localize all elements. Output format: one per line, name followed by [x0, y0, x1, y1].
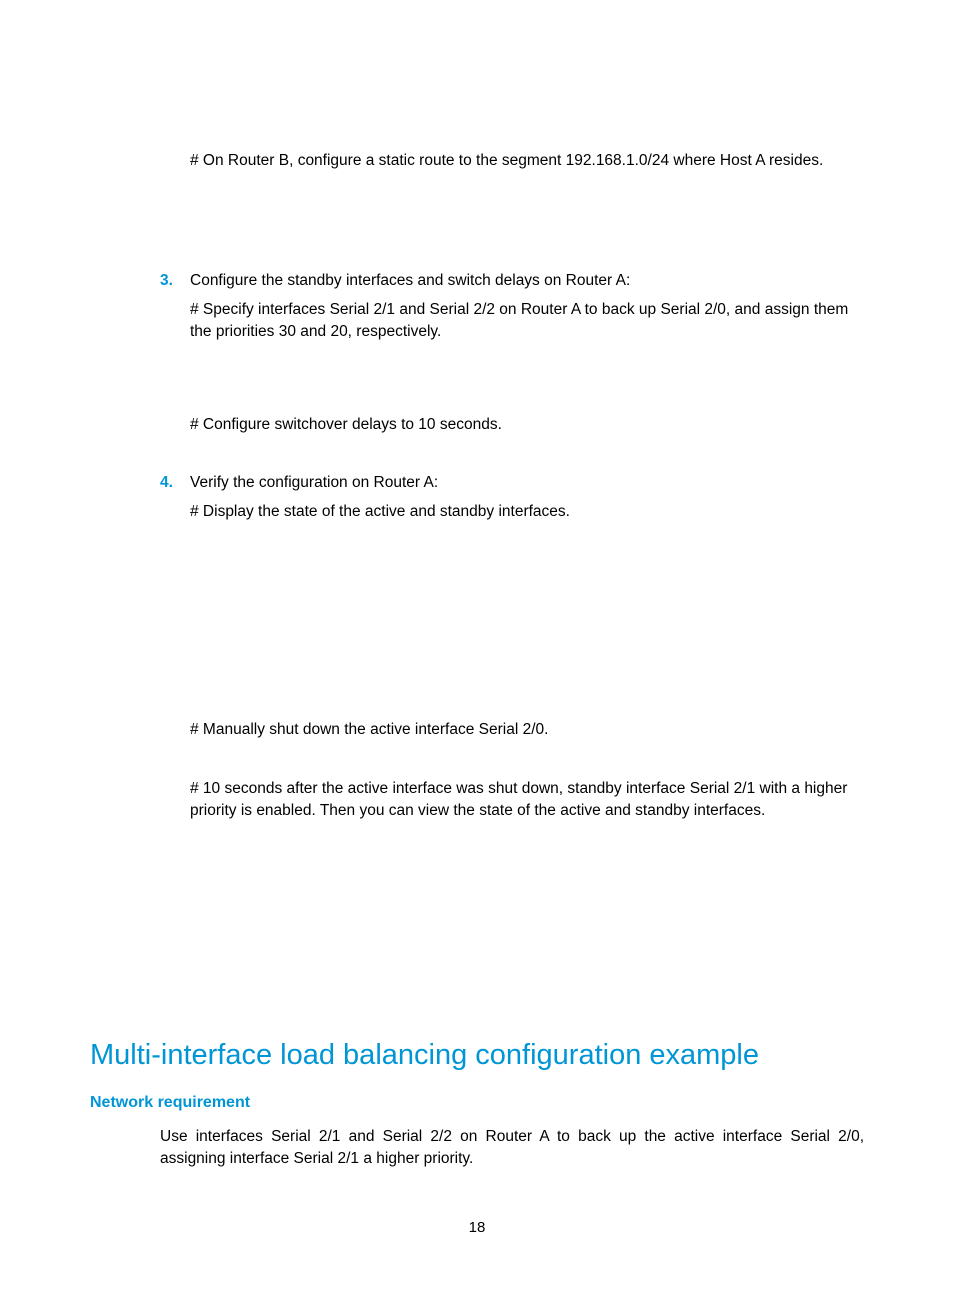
text-line: # 10 seconds after the active interface … [190, 778, 864, 823]
text-line: Use interfaces Serial 2/1 and Serial 2/2… [160, 1126, 864, 1171]
spacer [90, 748, 864, 778]
page-number: 18 [0, 1219, 954, 1236]
step-line: # Display the state of the active and st… [190, 501, 864, 523]
step-body: Verify the configuration on Router A: # … [190, 472, 864, 529]
spacer [90, 260, 864, 270]
spacer [90, 829, 864, 1039]
spacer [90, 178, 864, 250]
paragraph-after-shutdown: # 10 seconds after the active interface … [190, 778, 864, 823]
paragraph-shutdown: # Manually shut down the active interfac… [190, 719, 864, 741]
step-number: 3. [160, 270, 190, 349]
text-line: # Manually shut down the active interfac… [190, 719, 864, 741]
step-number: 4. [160, 472, 190, 529]
text-line: # On Router B, configure a static route … [190, 150, 864, 172]
step-title: Verify the configuration on Router A: [190, 472, 864, 494]
spacer [90, 529, 864, 719]
paragraph-route: # On Router B, configure a static route … [190, 150, 864, 172]
step-body: Configure the standby interfaces and swi… [190, 270, 864, 349]
paragraph-requirement: Use interfaces Serial 2/1 and Serial 2/2… [160, 1126, 864, 1171]
spacer [90, 350, 864, 394]
heading-2: Multi-interface load balancing configura… [90, 1039, 864, 1072]
spacer [90, 250, 864, 260]
step-title: Configure the standby interfaces and swi… [190, 270, 864, 292]
text-line: # Configure switchover delays to 10 seco… [190, 414, 864, 436]
page-container: # On Router B, configure a static route … [0, 0, 954, 1296]
heading-3: Network requirement [90, 1094, 864, 1112]
step-line: # Specify interfaces Serial 2/1 and Seri… [190, 299, 864, 344]
spacer [90, 442, 864, 472]
ordered-step-4: 4. Verify the configuration on Router A:… [160, 472, 864, 529]
ordered-step-3: 3. Configure the standby interfaces and … [160, 270, 864, 349]
paragraph-switchover: # Configure switchover delays to 10 seco… [190, 414, 864, 436]
spacer [90, 394, 864, 404]
spacer [90, 404, 864, 414]
